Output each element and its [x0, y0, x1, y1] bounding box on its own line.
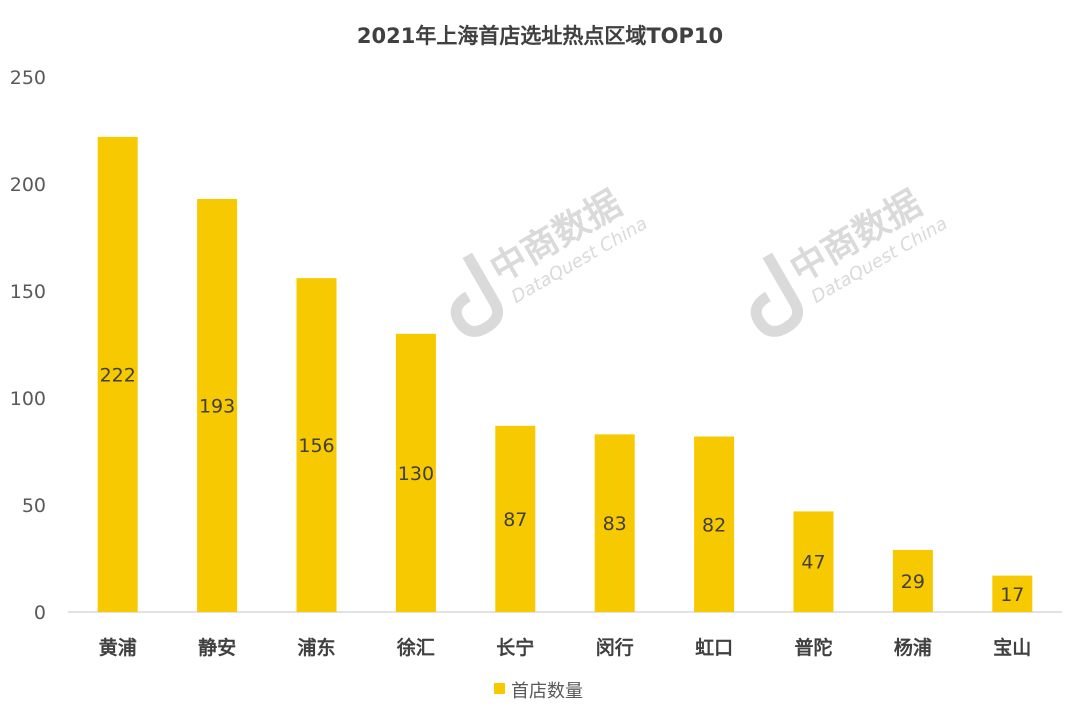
- legend: 首店数量: [494, 681, 583, 702]
- bar: [197, 198, 238, 613]
- bar: [793, 511, 834, 612]
- bar: [296, 278, 337, 612]
- x-tick-label: 黄浦: [99, 636, 137, 659]
- data-label: 222: [100, 364, 136, 386]
- data-label: 47: [801, 552, 825, 574]
- bar: [395, 333, 436, 612]
- x-tick-label: 杨浦: [894, 636, 932, 659]
- bar: [97, 136, 138, 613]
- x-tick-label: 浦东: [297, 636, 335, 659]
- x-tick-label: 闵行: [596, 636, 634, 659]
- data-label: 193: [199, 395, 235, 417]
- x-tick-label: 长宁: [496, 636, 534, 659]
- chart-title: 2021年上海首店选址热点区域TOP10: [357, 24, 723, 48]
- bar: [992, 575, 1033, 612]
- data-label: 156: [298, 435, 334, 457]
- data-label: 87: [503, 509, 527, 531]
- data-label: 29: [901, 571, 925, 593]
- data-label: 82: [702, 514, 726, 536]
- bar: [892, 549, 933, 612]
- data-label: 130: [398, 463, 434, 485]
- x-tick-label: 宝山: [993, 636, 1031, 659]
- y-tick-label: 250: [10, 67, 46, 89]
- y-tick-label: 150: [10, 281, 46, 303]
- y-tick-label: 100: [10, 388, 46, 410]
- bar: [594, 434, 635, 612]
- x-tick-label: 徐汇: [396, 636, 435, 659]
- y-tick-label: 200: [10, 174, 46, 196]
- x-tick-label: 虹口: [695, 636, 733, 659]
- legend-label: 首店数量: [511, 681, 583, 702]
- bar: [495, 425, 536, 612]
- x-tick-label: 普陀: [794, 636, 832, 659]
- x-tick-label: 静安: [198, 636, 236, 659]
- y-tick-label: 0: [34, 602, 46, 624]
- data-label: 17: [1000, 584, 1024, 606]
- legend-swatch: [494, 683, 505, 694]
- data-label: 83: [603, 513, 627, 535]
- y-tick-label: 50: [22, 495, 46, 517]
- bar: [694, 436, 735, 612]
